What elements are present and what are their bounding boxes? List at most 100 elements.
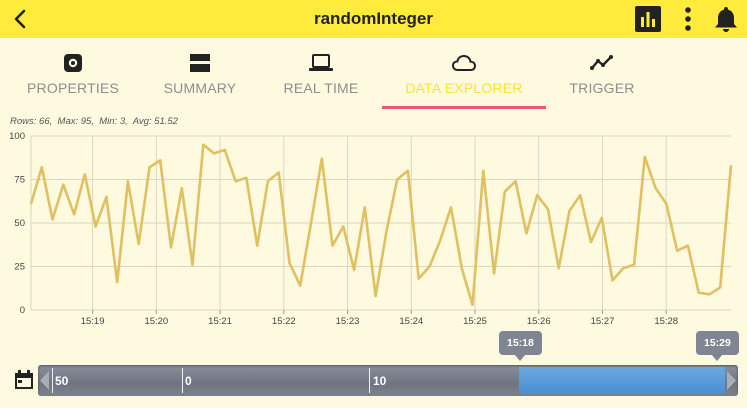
data-point (353, 269, 355, 271)
tab-label: DATA EXPLORER (405, 80, 523, 96)
tab-bar: PROPERTIES SUMMARY REAL TIME DATA EXPLOR… (0, 46, 747, 110)
data-point (471, 304, 474, 306)
range-end-label: 15:29 (696, 331, 739, 361)
data-point (170, 246, 172, 249)
selected-range[interactable] (519, 367, 725, 394)
data-point (41, 166, 43, 169)
y-tick-label: 50 (14, 218, 25, 229)
data-point (644, 156, 646, 158)
data-point (708, 293, 711, 296)
data-point (127, 180, 129, 182)
data-point (439, 239, 442, 242)
x-tick-label: 15:19 (81, 316, 105, 327)
data-point (51, 218, 54, 221)
data-point (697, 291, 700, 294)
data-point (407, 170, 409, 172)
stat-max: Max: 95, (57, 116, 94, 127)
data-point (342, 225, 345, 228)
arrow-left-icon[interactable] (10, 8, 32, 30)
data-point (428, 265, 431, 268)
data-point (148, 166, 151, 169)
data-point (116, 281, 118, 283)
x-tick-label: 15:22 (272, 316, 296, 327)
data-point (137, 243, 140, 245)
range-start-label: 15:18 (499, 331, 542, 361)
tab-trigger[interactable]: TRIGGER (532, 46, 672, 110)
series-line (29, 143, 733, 307)
data-point (267, 180, 269, 182)
data-point (611, 279, 614, 282)
data-point (525, 232, 528, 235)
y-tick-label: 75 (14, 175, 25, 186)
data-point (417, 277, 420, 280)
slider-tick (52, 368, 53, 393)
data-point (579, 194, 581, 196)
y-tick-label: 25 (14, 262, 25, 273)
data-point (730, 164, 732, 167)
x-tick-label: 15:26 (527, 316, 551, 327)
data-point (719, 286, 721, 289)
data-point (676, 250, 678, 252)
data-point (310, 222, 312, 224)
x-tick-label: 15:21 (208, 316, 232, 327)
top-app-bar: randomInteger (0, 0, 747, 38)
data-point (590, 241, 592, 243)
data-point (288, 262, 291, 264)
x-tick-label: 15:20 (144, 316, 168, 327)
data-point (601, 217, 603, 219)
x-tick-label: 15:25 (463, 316, 487, 327)
laptop-icon (309, 54, 333, 71)
data-point (557, 267, 560, 269)
data-point (256, 244, 259, 247)
range-start-handle[interactable] (38, 365, 52, 396)
y-tick-label: 100 (9, 131, 25, 142)
list-icon (190, 54, 210, 72)
data-point (493, 272, 495, 275)
data-point (299, 284, 302, 287)
tab-summary[interactable]: SUMMARY (130, 46, 270, 110)
stat-avg: Avg: 51.52 (132, 116, 178, 127)
tab-properties[interactable]: PROPERTIES (3, 46, 143, 110)
tab-data-explorer[interactable]: DATA EXPLORER (394, 46, 534, 110)
data-point (385, 230, 388, 233)
data-point (568, 210, 571, 212)
slider-label: 10 (373, 374, 387, 388)
slider-tick (369, 368, 370, 393)
data-point (224, 149, 226, 151)
data-point (504, 190, 506, 193)
x-tick-label: 15:24 (399, 316, 423, 327)
more-vertical-icon[interactable] (674, 5, 702, 33)
data-point (633, 264, 635, 266)
tab-real-time[interactable]: REAL TIME (251, 46, 391, 110)
range-end-handle[interactable] (724, 365, 738, 396)
data-point (191, 264, 194, 266)
x-tick-label: 15:27 (591, 316, 615, 327)
tab-label: PROPERTIES (27, 80, 119, 96)
data-point (536, 194, 538, 196)
calendar-icon[interactable] (14, 370, 34, 390)
data-point (181, 187, 183, 189)
data-point (622, 267, 625, 269)
data-point (547, 208, 549, 210)
tab-label: SUMMARY (163, 80, 237, 96)
data-point (374, 295, 377, 297)
cloud-icon (451, 54, 477, 71)
data-point (277, 171, 280, 174)
stat-rows: Rows: 66, (10, 116, 53, 127)
data-point (62, 183, 65, 186)
data-point (665, 203, 668, 205)
data-point (202, 143, 205, 146)
stat-min: Min: 3, (99, 116, 128, 127)
data-point (687, 244, 689, 247)
data-point (213, 152, 215, 155)
data-point (321, 157, 323, 160)
line-chart: 0 25 50 75 100 15:19 15:20 15:21 15:22 15:23 15:24… (9, 131, 733, 327)
chart-icon[interactable] (634, 5, 662, 33)
data-stats: Rows: 66, Max: 95, Min: 3, Avg: 51.52 (10, 116, 178, 127)
data-point (84, 173, 86, 176)
data-point (105, 196, 108, 198)
bell-icon[interactable] (712, 5, 740, 33)
x-tick-label: 15:23 (336, 316, 360, 327)
tab-label: TRIGGER (569, 80, 635, 96)
tab-label: REAL TIME (283, 80, 359, 96)
